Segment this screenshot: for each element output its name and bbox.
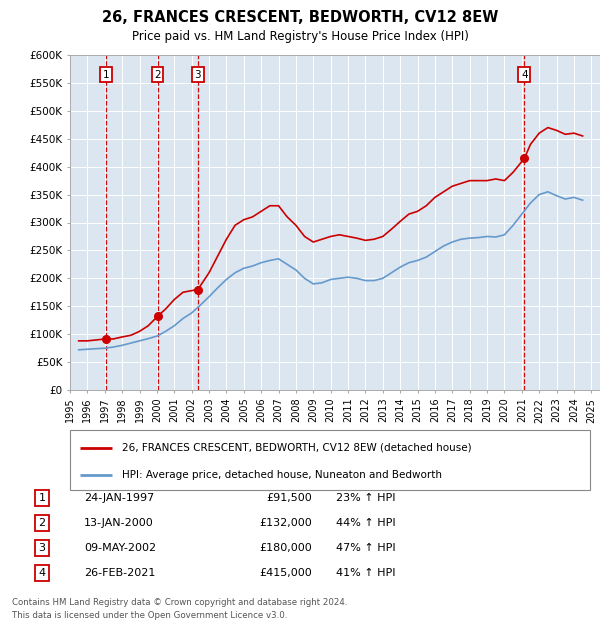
Text: 26, FRANCES CRESCENT, BEDWORTH, CV12 8EW (detached house): 26, FRANCES CRESCENT, BEDWORTH, CV12 8EW… (122, 443, 472, 453)
Text: 26-FEB-2021: 26-FEB-2021 (84, 568, 155, 578)
Text: 4: 4 (38, 568, 46, 578)
Text: £180,000: £180,000 (259, 543, 312, 553)
Text: HPI: Average price, detached house, Nuneaton and Bedworth: HPI: Average price, detached house, Nune… (122, 470, 442, 480)
Text: 23% ↑ HPI: 23% ↑ HPI (336, 493, 395, 503)
Text: 1: 1 (38, 493, 46, 503)
Text: 1: 1 (103, 69, 109, 79)
Text: 3: 3 (194, 69, 201, 79)
Text: 4: 4 (521, 69, 528, 79)
Text: 26, FRANCES CRESCENT, BEDWORTH, CV12 8EW: 26, FRANCES CRESCENT, BEDWORTH, CV12 8EW (102, 10, 498, 25)
Text: 2: 2 (38, 518, 46, 528)
Text: 47% ↑ HPI: 47% ↑ HPI (336, 543, 395, 553)
Text: 41% ↑ HPI: 41% ↑ HPI (336, 568, 395, 578)
FancyBboxPatch shape (70, 430, 590, 490)
Text: 13-JAN-2000: 13-JAN-2000 (84, 518, 154, 528)
Text: 2: 2 (154, 69, 161, 79)
Text: 3: 3 (38, 543, 46, 553)
Text: Contains HM Land Registry data © Crown copyright and database right 2024.
This d: Contains HM Land Registry data © Crown c… (12, 598, 347, 619)
Text: 44% ↑ HPI: 44% ↑ HPI (336, 518, 395, 528)
Text: £132,000: £132,000 (259, 518, 312, 528)
Text: 24-JAN-1997: 24-JAN-1997 (84, 493, 154, 503)
Text: £91,500: £91,500 (266, 493, 312, 503)
Text: £415,000: £415,000 (259, 568, 312, 578)
Text: Price paid vs. HM Land Registry's House Price Index (HPI): Price paid vs. HM Land Registry's House … (131, 30, 469, 43)
Text: 09-MAY-2002: 09-MAY-2002 (84, 543, 156, 553)
